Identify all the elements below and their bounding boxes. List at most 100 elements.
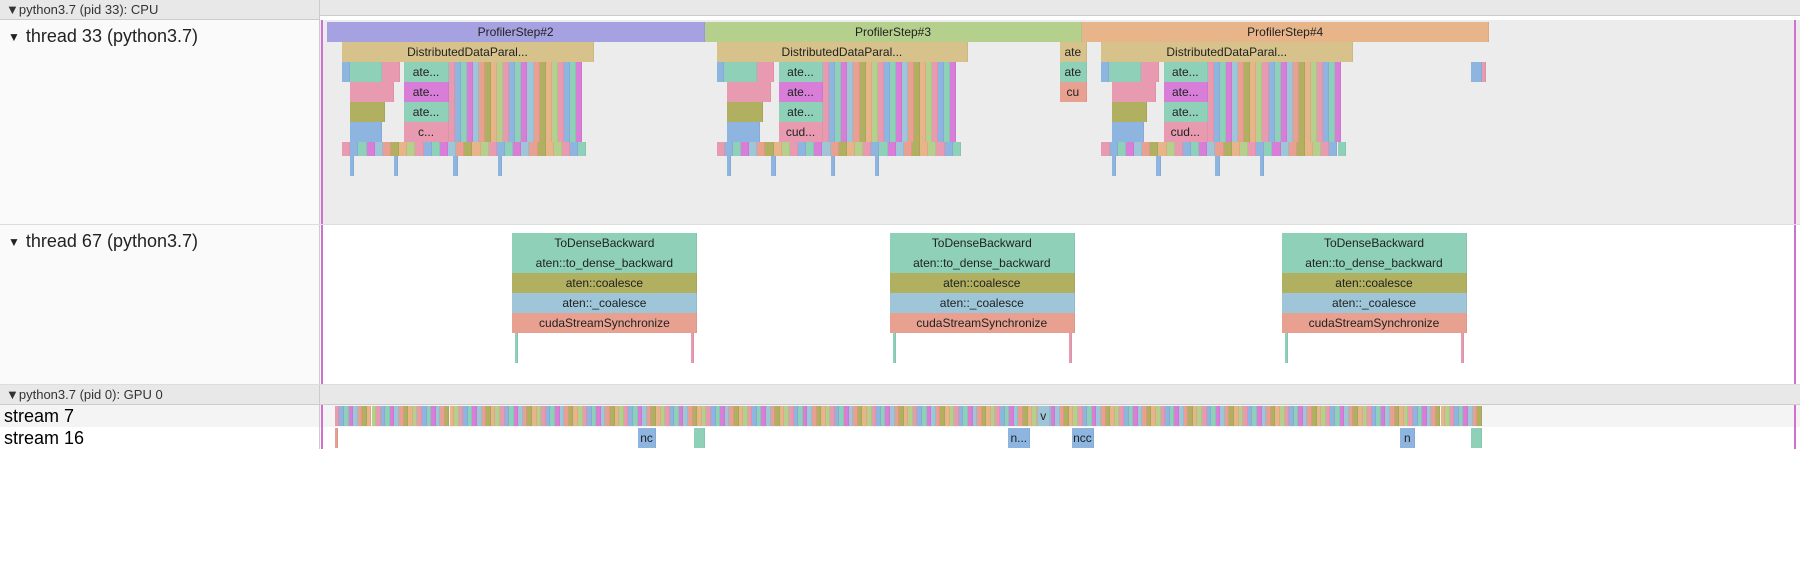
trace-slice[interactable] — [806, 142, 814, 156]
trace-slice[interactable] — [1069, 333, 1072, 363]
trace-slice[interactable]: ate... — [779, 82, 823, 102]
trace-slice[interactable] — [342, 142, 350, 156]
trace-slice[interactable]: aten::_coalesce — [890, 293, 1075, 313]
trace-slice[interactable] — [570, 142, 578, 156]
trace-slice[interactable] — [1224, 142, 1232, 156]
trace-slice[interactable] — [1335, 122, 1341, 142]
trace-slice[interactable] — [1264, 142, 1272, 156]
trace-slice[interactable] — [432, 142, 440, 156]
trace-slice[interactable] — [855, 142, 863, 156]
trace-slice[interactable] — [1134, 142, 1142, 156]
trace-slice[interactable] — [725, 142, 733, 156]
trace-slice[interactable]: ate... — [404, 82, 448, 102]
trace-slice[interactable] — [912, 142, 920, 156]
trace-slice[interactable] — [893, 333, 896, 363]
trace-slice[interactable]: aten::to_dense_backward — [512, 253, 697, 273]
trace-slice[interactable] — [394, 156, 398, 176]
trace-slice[interactable] — [757, 62, 775, 82]
trace-slice[interactable] — [515, 333, 518, 363]
trace-slice[interactable] — [733, 142, 741, 156]
trace-slice[interactable]: ToDenseBackward — [512, 233, 697, 253]
trace-slice[interactable] — [749, 142, 757, 156]
trace-slice[interactable] — [453, 156, 457, 176]
thread-67-sidebar[interactable]: ▼ thread 67 (python3.7) — [0, 225, 320, 384]
trace-slice[interactable] — [831, 156, 835, 176]
trace-slice[interactable] — [1112, 122, 1145, 142]
trace-slice[interactable] — [1112, 82, 1156, 102]
trace-slice[interactable] — [694, 428, 704, 448]
trace-slice[interactable] — [1191, 142, 1199, 156]
thread-67-timeline[interactable]: ToDenseBackwardaten::to_dense_backwardat… — [320, 225, 1800, 384]
trace-slice[interactable]: DistributedDataParal... — [1101, 42, 1353, 62]
trace-slice[interactable] — [950, 122, 956, 142]
trace-slice[interactable] — [456, 142, 464, 156]
trace-slice[interactable]: ate... — [1164, 102, 1208, 122]
trace-slice[interactable] — [350, 156, 354, 176]
trace-slice[interactable]: ToDenseBackward — [890, 233, 1075, 253]
trace-slice[interactable] — [1338, 142, 1346, 156]
trace-slice[interactable] — [1297, 142, 1305, 156]
trace-slice[interactable]: aten::coalesce — [512, 273, 697, 293]
trace-slice[interactable] — [904, 142, 912, 156]
trace-slice[interactable]: aten::_coalesce — [512, 293, 697, 313]
trace-slice[interactable] — [383, 142, 391, 156]
trace-slice[interactable] — [790, 142, 798, 156]
trace-slice[interactable] — [335, 428, 338, 448]
trace-slice[interactable]: ncc — [1072, 428, 1094, 448]
trace-slice[interactable] — [1110, 142, 1118, 156]
trace-slice[interactable]: ate — [1060, 62, 1087, 82]
trace-slice[interactable] — [1215, 142, 1223, 156]
trace-slice[interactable]: aten::to_dense_backward — [1282, 253, 1467, 273]
trace-slice[interactable] — [481, 142, 489, 156]
trace-slice[interactable] — [350, 142, 358, 156]
trace-slice[interactable] — [513, 142, 521, 156]
trace-slice[interactable] — [497, 142, 505, 156]
trace-slice[interactable] — [1482, 62, 1486, 82]
trace-slice[interactable] — [472, 142, 480, 156]
trace-slice[interactable] — [1329, 142, 1337, 156]
trace-slice[interactable] — [1101, 142, 1109, 156]
trace-slice[interactable]: nc — [638, 428, 656, 448]
thread-33-sidebar[interactable]: ▼ thread 33 (python3.7) — [0, 20, 320, 224]
trace-slice[interactable] — [424, 142, 432, 156]
trace-slice[interactable] — [727, 102, 763, 122]
stream-16-timeline[interactable]: ncn...nccn — [320, 427, 1800, 449]
trace-slice[interactable] — [1109, 62, 1142, 82]
trace-slice[interactable] — [407, 142, 415, 156]
trace-slice[interactable] — [1335, 82, 1341, 102]
trace-slice[interactable] — [1112, 156, 1116, 176]
trace-slice[interactable]: DistributedDataParal... — [342, 42, 594, 62]
trace-slice[interactable] — [448, 142, 456, 156]
trace-slice[interactable] — [367, 142, 375, 156]
trace-slice[interactable] — [1289, 142, 1297, 156]
trace-slice[interactable] — [1126, 142, 1134, 156]
trace-slice[interactable] — [950, 62, 956, 82]
trace-slice[interactable] — [358, 142, 366, 156]
trace-slice[interactable]: cudaStreamSynchronize — [512, 313, 697, 333]
trace-slice[interactable] — [498, 156, 502, 176]
trace-slice[interactable] — [1112, 102, 1148, 122]
trace-slice[interactable] — [774, 142, 782, 156]
trace-slice[interactable] — [953, 142, 961, 156]
trace-slice[interactable] — [1471, 428, 1481, 448]
trace-slice[interactable] — [920, 142, 928, 156]
trace-slice[interactable]: ProfilerStep#4 — [1082, 22, 1489, 42]
trace-slice[interactable]: ate... — [779, 102, 823, 122]
ruler-timeline[interactable] — [320, 0, 1800, 16]
trace-slice[interactable] — [1335, 62, 1341, 82]
trace-slice[interactable]: DistributedDataParal... — [717, 42, 969, 62]
trace-slice[interactable] — [1199, 142, 1207, 156]
trace-slice[interactable]: cud... — [1164, 122, 1208, 142]
trace-slice[interactable] — [950, 82, 956, 102]
trace-slice[interactable] — [1141, 62, 1159, 82]
trace-slice[interactable] — [382, 62, 400, 82]
trace-slice[interactable] — [717, 142, 725, 156]
trace-slice[interactable]: ate... — [1164, 62, 1208, 82]
trace-slice[interactable] — [727, 156, 731, 176]
trace-slice[interactable] — [757, 142, 765, 156]
trace-slice[interactable] — [391, 142, 399, 156]
trace-slice[interactable] — [1272, 142, 1280, 156]
trace-slice[interactable] — [771, 156, 775, 176]
trace-slice[interactable] — [847, 142, 855, 156]
trace-slice[interactable] — [1101, 62, 1108, 82]
